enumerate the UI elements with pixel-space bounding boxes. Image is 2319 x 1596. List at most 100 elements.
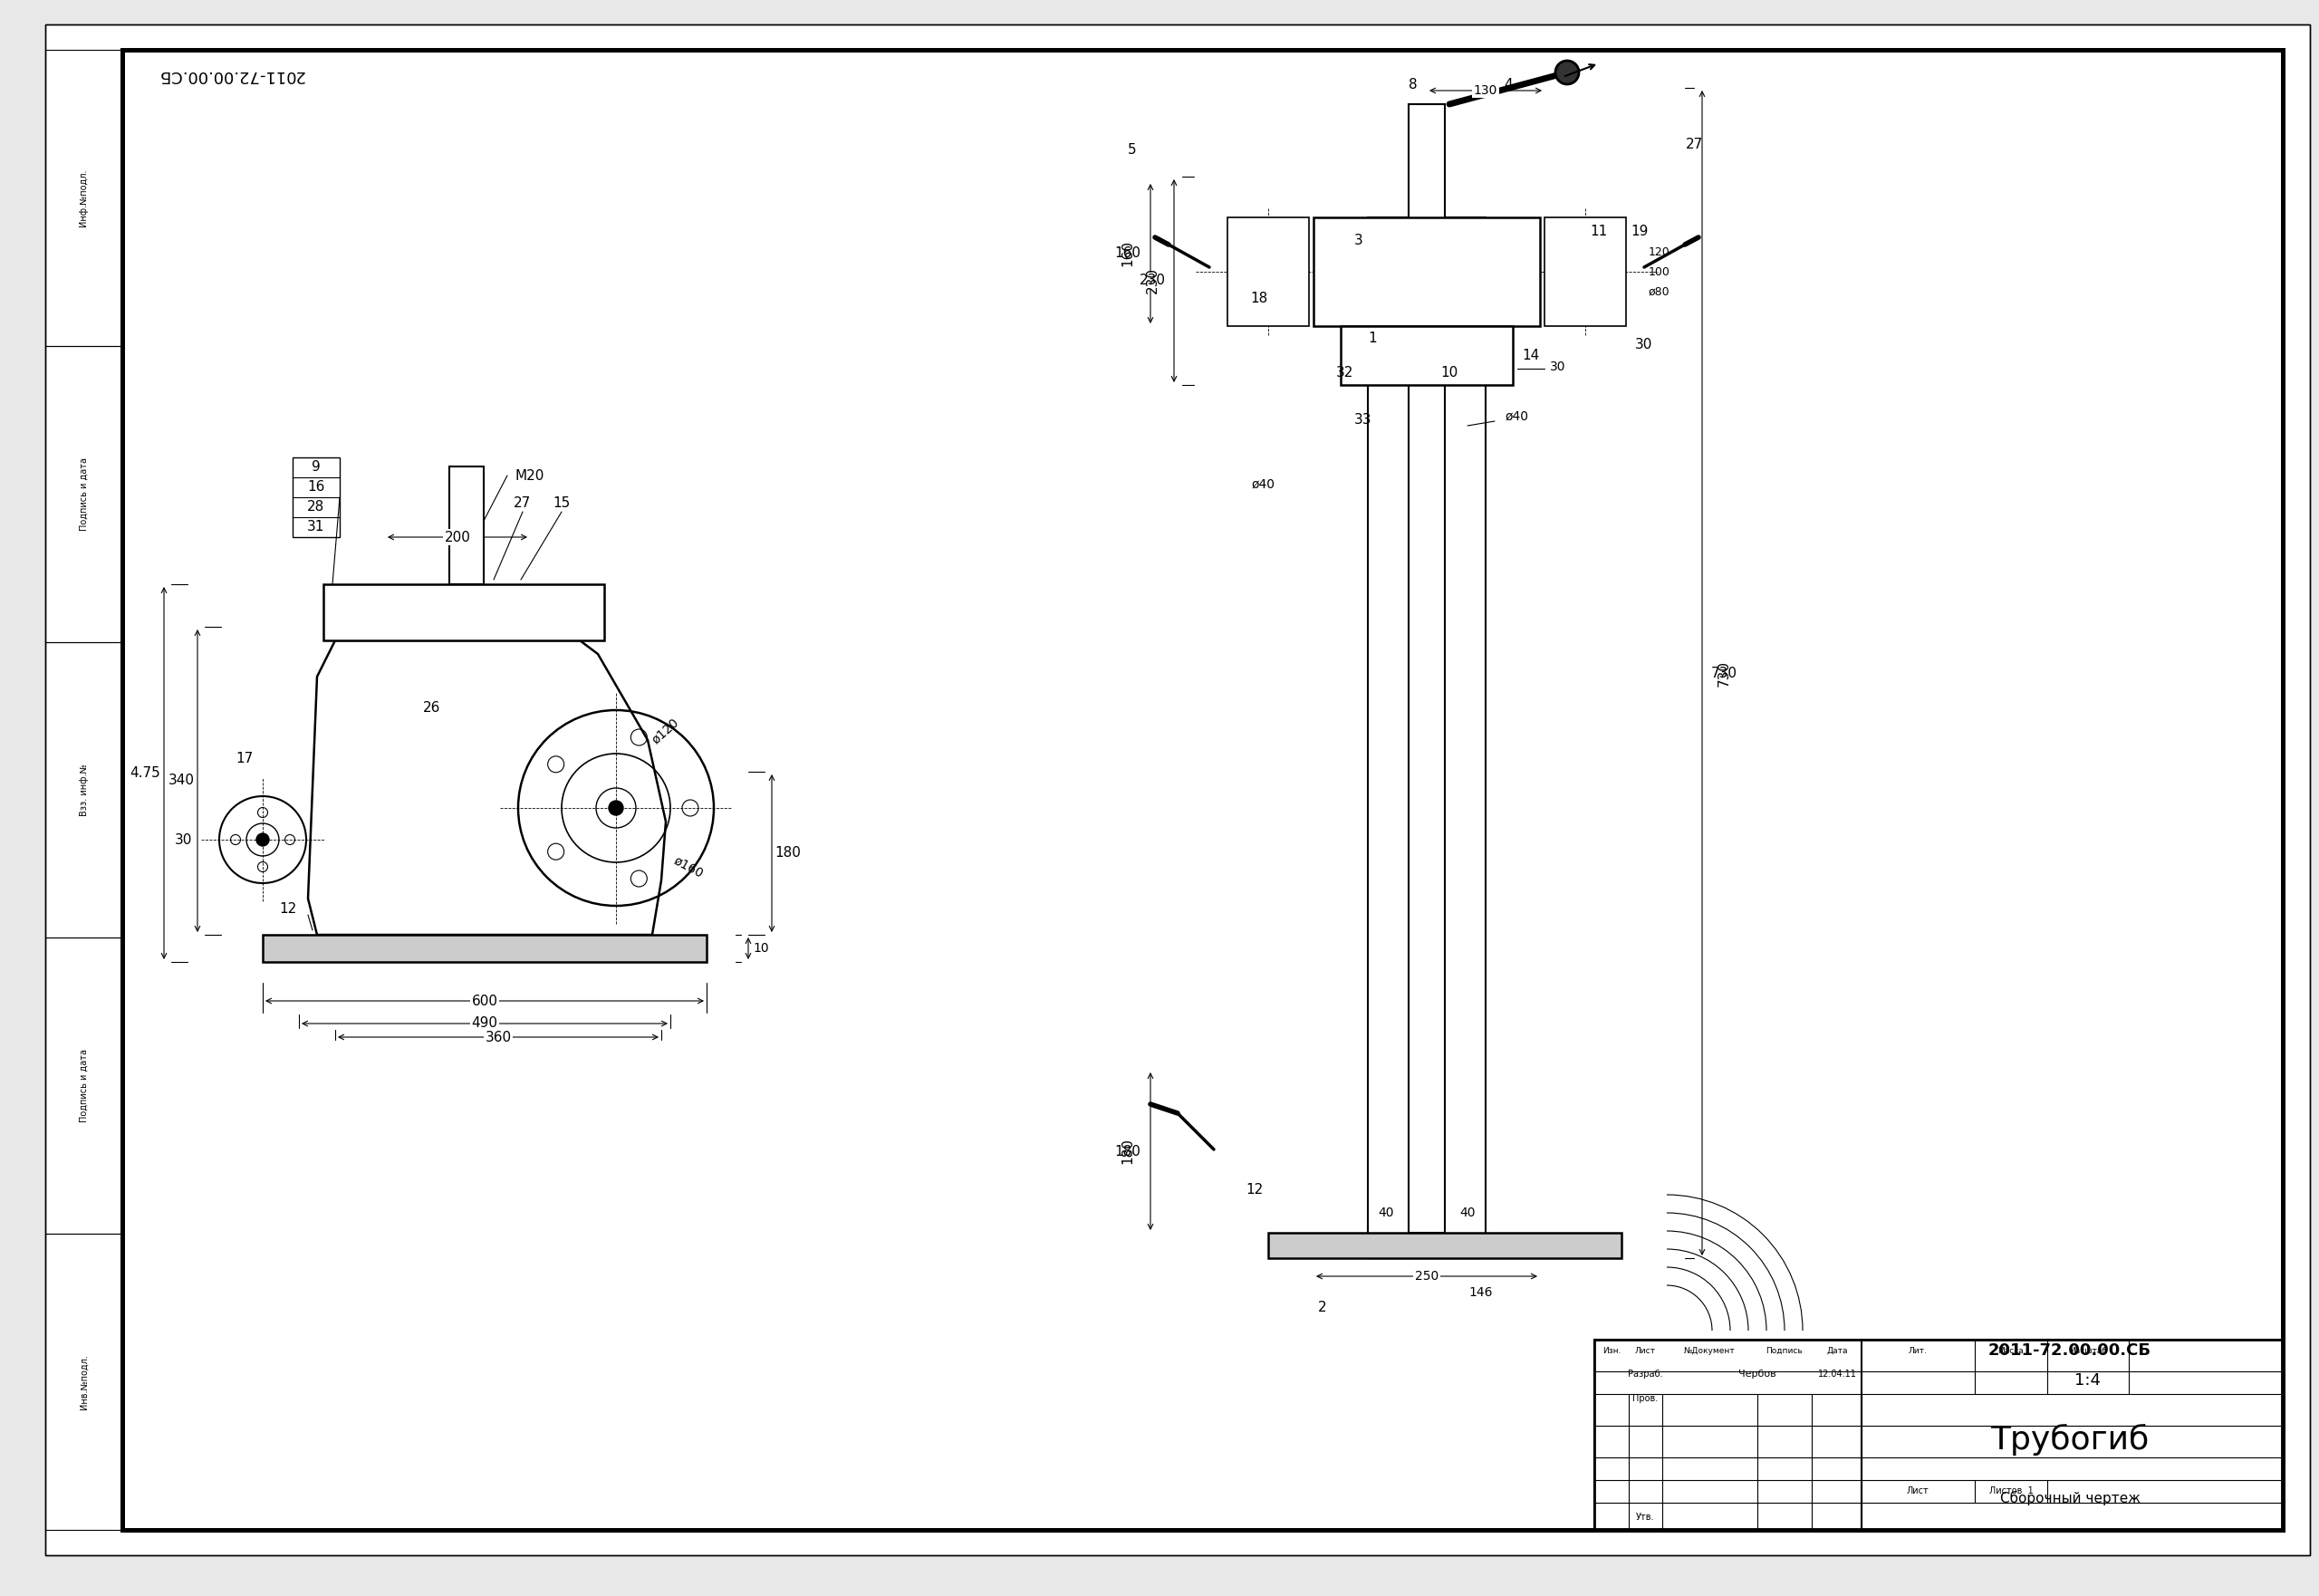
Text: Масса: Масса: [1999, 1347, 2024, 1355]
Bar: [46, 49, 123, 346]
Text: 130: 130: [1473, 85, 1498, 97]
Text: Чербов: Чербов: [1739, 1369, 1776, 1379]
Text: 4: 4: [1505, 78, 1512, 91]
Text: 2011-72.00.00.СБ: 2011-72.00.00.СБ: [1987, 1342, 2152, 1358]
Circle shape: [1579, 265, 1591, 278]
Text: Пров.: Пров.: [1633, 1393, 1658, 1403]
Text: Инв.№подл.: Инв.№подл.: [79, 1355, 88, 1409]
Text: Лист: Лист: [1635, 1347, 1656, 1355]
Text: 31: 31: [308, 520, 325, 535]
Text: 14: 14: [1521, 350, 1540, 362]
Text: 15: 15: [552, 496, 570, 509]
Text: ø80: ø80: [1649, 286, 1670, 297]
Bar: [1227, 217, 1308, 326]
Text: 180: 180: [775, 846, 800, 860]
Bar: [46, 938, 123, 1234]
Bar: [1340, 326, 1512, 385]
Text: ø40: ø40: [1252, 479, 1275, 492]
Text: 360: 360: [485, 1031, 512, 1044]
Text: Масштаб: Масштаб: [2069, 1347, 2108, 1355]
Text: Дата: Дата: [1827, 1347, 1848, 1355]
Text: Подпись и дата: Подпись и дата: [79, 1049, 88, 1122]
Text: 30: 30: [1635, 338, 1653, 351]
Text: 230: 230: [1146, 268, 1160, 294]
Text: 146: 146: [1468, 1286, 1493, 1299]
Circle shape: [608, 801, 624, 816]
Text: Взз. инф.№: Взз. инф.№: [79, 764, 88, 816]
Text: 17: 17: [237, 752, 253, 764]
Text: 12.04.11: 12.04.11: [1818, 1369, 1858, 1379]
Text: M20: M20: [515, 469, 545, 482]
Text: 28: 28: [308, 501, 325, 514]
Text: 160: 160: [1120, 241, 1134, 267]
Text: Утв.: Утв.: [1635, 1513, 1653, 1521]
Text: 200: 200: [445, 530, 471, 544]
Text: 490: 490: [471, 1017, 499, 1031]
Text: Подпись и дата: Подпись и дата: [79, 456, 88, 530]
Text: 10: 10: [754, 942, 770, 954]
Text: 340: 340: [167, 774, 195, 787]
Text: 180: 180: [1115, 1144, 1141, 1159]
Text: ø40: ø40: [1505, 410, 1528, 423]
Text: Листов  1: Листов 1: [1990, 1486, 2034, 1495]
Text: 160: 160: [1115, 247, 1141, 260]
Text: 11: 11: [1591, 223, 1607, 238]
Polygon shape: [308, 640, 666, 935]
Text: Лист: Лист: [1906, 1486, 1929, 1495]
Text: №Документ: №Документ: [1684, 1347, 1735, 1355]
Bar: [1268, 1232, 1621, 1258]
Text: 19: 19: [1630, 223, 1649, 238]
Text: 9: 9: [311, 461, 320, 474]
Text: Инф.№подл.: Инф.№подл.: [79, 169, 88, 227]
Text: 5: 5: [1127, 142, 1136, 156]
Bar: [450, 466, 485, 584]
Text: 30: 30: [1549, 361, 1565, 373]
Text: Изн.: Изн.: [1602, 1347, 1621, 1355]
Text: 18: 18: [1250, 292, 1268, 306]
Bar: [1313, 217, 1540, 326]
Text: 2011-72.00.00.СБ: 2011-72.00.00.СБ: [158, 67, 304, 83]
Bar: [1595, 1339, 2282, 1531]
Text: Лит.: Лит.: [1909, 1347, 1927, 1355]
Text: 40: 40: [1377, 1207, 1394, 1219]
Text: 33: 33: [1354, 413, 1373, 426]
Text: 230: 230: [1139, 275, 1166, 287]
Circle shape: [257, 833, 269, 846]
Text: 120: 120: [1649, 246, 1670, 257]
Text: 730: 730: [1711, 666, 1737, 680]
Text: Трубогиб: Трубогиб: [1990, 1424, 2150, 1456]
Text: 4.75: 4.75: [130, 766, 160, 780]
Text: 1: 1: [1368, 332, 1377, 346]
Bar: [292, 458, 339, 538]
Text: 1:4: 1:4: [2076, 1373, 2101, 1389]
Text: 2: 2: [1317, 1301, 1326, 1315]
Text: 730: 730: [1716, 659, 1730, 686]
Text: Разраб.: Разраб.: [1628, 1369, 1663, 1379]
Text: 100: 100: [1649, 267, 1670, 278]
Text: 180: 180: [1120, 1138, 1134, 1165]
Circle shape: [1556, 61, 1579, 85]
Bar: [1368, 217, 1486, 1258]
Text: Подпись: Подпись: [1767, 1347, 1802, 1355]
Bar: [46, 1234, 123, 1531]
Circle shape: [1262, 265, 1275, 278]
Text: 30: 30: [174, 833, 192, 846]
Bar: [1595, 1339, 2282, 1531]
Text: ø120: ø120: [649, 715, 682, 747]
Text: 8: 8: [1408, 78, 1417, 91]
Text: 10: 10: [1440, 365, 1459, 380]
Circle shape: [1419, 423, 1433, 437]
Text: Сборочный чертеж: Сборочный чертеж: [1999, 1491, 2140, 1505]
Text: 16: 16: [308, 480, 325, 495]
Text: 3: 3: [1354, 233, 1364, 247]
Text: 600: 600: [471, 994, 499, 1007]
Bar: [46, 346, 123, 642]
Text: 26: 26: [424, 702, 441, 715]
Text: 250: 250: [1415, 1270, 1438, 1283]
Text: 12: 12: [278, 903, 297, 916]
Text: 12: 12: [1245, 1183, 1264, 1197]
Text: ø160: ø160: [673, 854, 705, 879]
Text: 27: 27: [515, 496, 531, 509]
Text: 27: 27: [1686, 139, 1702, 152]
Text: 32: 32: [1336, 365, 1354, 380]
